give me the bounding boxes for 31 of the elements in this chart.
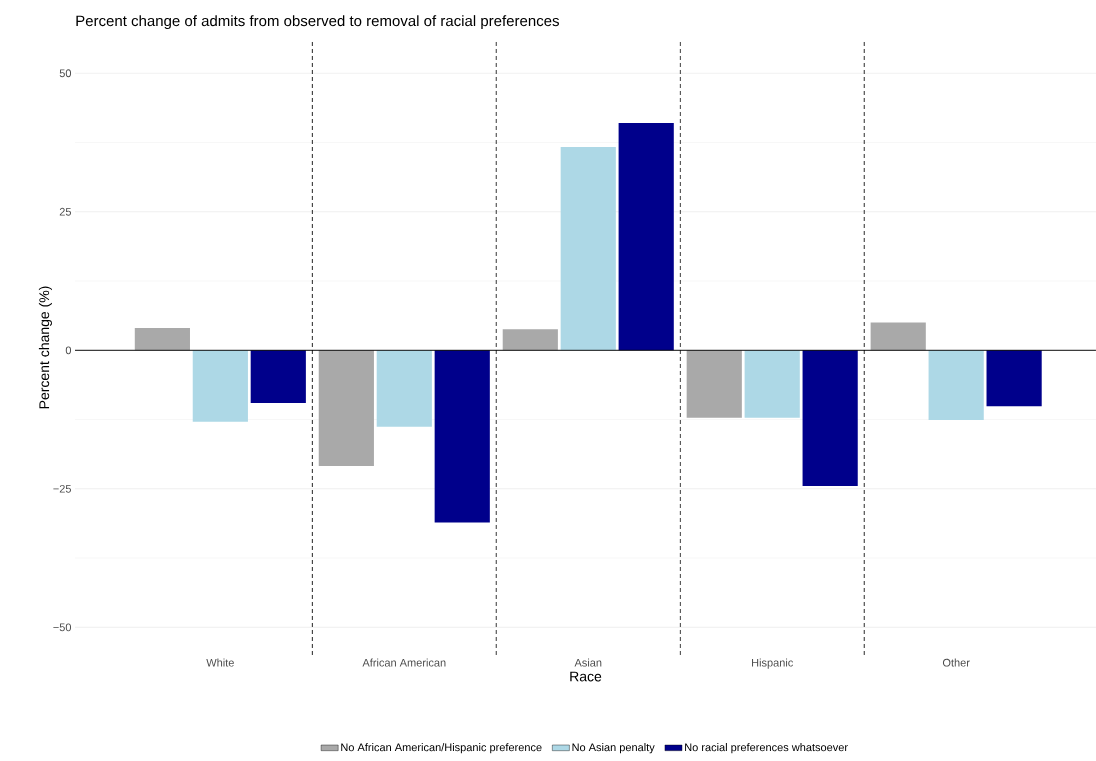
y-tick-label: 25 bbox=[59, 207, 71, 216]
bar bbox=[928, 350, 984, 421]
bar bbox=[434, 350, 490, 523]
bar bbox=[686, 350, 742, 418]
bar bbox=[192, 350, 248, 422]
chart-title: Percent change of admits from observed to removal of racial preferences bbox=[76, 15, 559, 30]
x-tick-label: White bbox=[206, 658, 234, 667]
x-tick-label: Other bbox=[942, 658, 970, 667]
x-tick-label: African American bbox=[362, 658, 446, 667]
x-tick-label: Asian bbox=[574, 658, 602, 667]
bar bbox=[134, 328, 190, 351]
y-tick-label: 50 bbox=[59, 69, 72, 78]
y-tick-label: 0 bbox=[65, 346, 72, 355]
bar bbox=[870, 322, 926, 351]
bar bbox=[802, 350, 858, 486]
y-tick-label: −50 bbox=[53, 623, 72, 632]
bar bbox=[744, 350, 800, 418]
bar bbox=[986, 350, 1042, 407]
x-axis-title: Race bbox=[570, 671, 602, 682]
legend-label: No racial preferences whatsoever bbox=[685, 743, 848, 754]
y-axis-title: Percent change (%) bbox=[38, 286, 52, 409]
bar bbox=[560, 146, 616, 351]
bar bbox=[318, 350, 374, 467]
bar bbox=[618, 123, 674, 351]
bar bbox=[502, 329, 558, 351]
bar bbox=[250, 350, 306, 403]
x-tick-label: Hispanic bbox=[752, 658, 793, 669]
bar bbox=[376, 350, 432, 427]
legend-label: No African American/Hispanic preference bbox=[341, 743, 542, 754]
y-tick-label: −25 bbox=[53, 484, 71, 493]
legend-label: No Asian penalty bbox=[572, 743, 655, 754]
